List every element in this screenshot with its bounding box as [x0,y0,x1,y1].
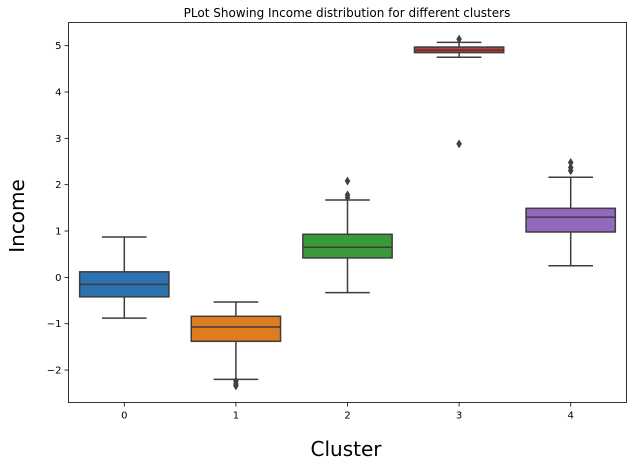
y-tick-label: 3 [55,134,61,145]
x-axis: 0 1 2 3 4 [121,402,574,422]
x-tick-label: 3 [456,411,462,422]
x-tick-label: 0 [121,411,127,422]
y-axis-label: Income [5,179,29,253]
y-tick-label: 4 [55,88,61,99]
iqr-box [525,207,617,233]
x-axis-label: Cluster [311,437,383,461]
y-tick-label: 1 [55,227,61,238]
iqr-box [190,315,282,343]
x-tick-label: 2 [344,411,350,422]
plot-area [78,34,617,391]
y-tick-label: 0 [55,273,61,284]
iqr-box [302,233,393,259]
outlier-point [233,381,239,391]
outlier-point [456,34,462,44]
box-cluster-0 [78,236,170,319]
x-tick-label: 4 [568,411,574,422]
y-tick-label: −1 [47,319,62,330]
axes-frame [68,22,627,403]
chart-title: PLot Showing Income distribution for dif… [184,6,511,20]
box-cluster-1 [190,301,282,391]
y-axis: −2 −1 0 1 2 3 4 5 [47,41,69,377]
x-tick-label: 1 [233,411,239,422]
outlier-point [344,190,351,200]
outlier-point [456,139,462,149]
box-cluster-4 [525,157,617,267]
y-tick-label: 2 [55,180,61,191]
box-cluster-3 [413,34,505,149]
y-tick-label: 5 [55,41,61,52]
outlier-point [567,163,574,173]
box-cluster-2 [302,176,393,294]
outlier-point [567,157,574,167]
outlier-point [344,176,351,186]
y-tick-label: −2 [47,366,62,377]
